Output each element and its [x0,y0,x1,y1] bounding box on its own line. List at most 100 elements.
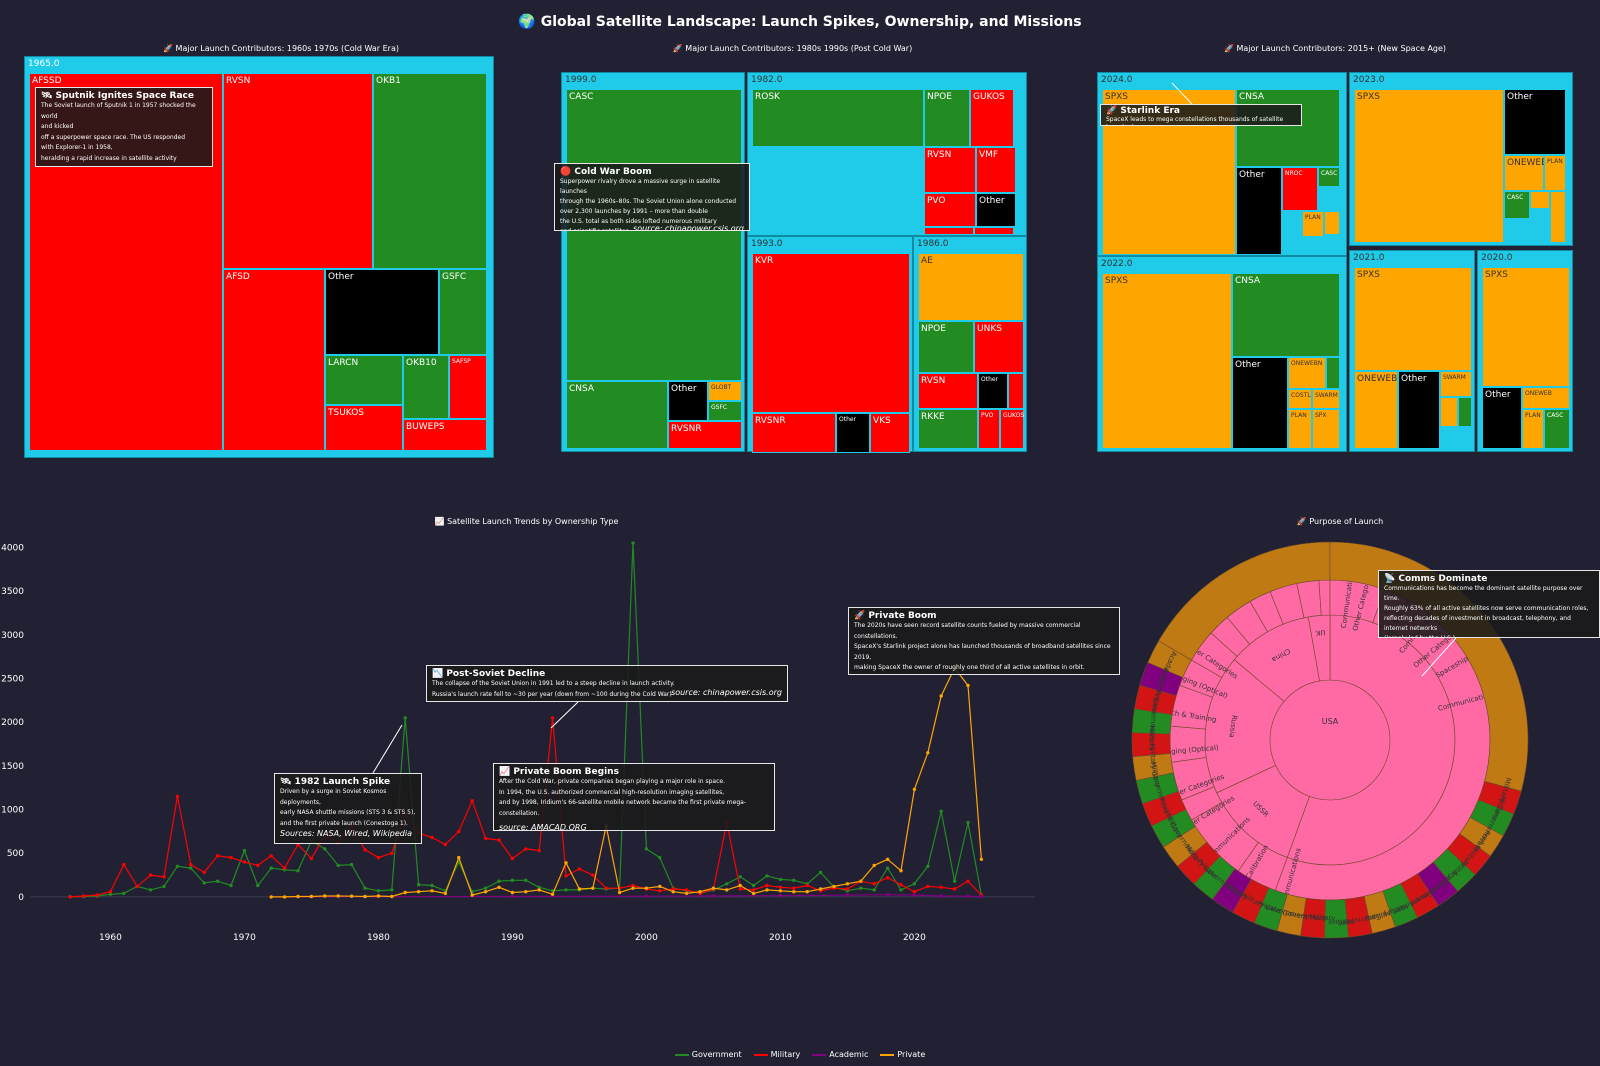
treemap-cell[interactable]: SPXS [1102,273,1232,449]
treemap-cell[interactable] [1440,397,1458,427]
treemap-cell[interactable] [924,227,974,235]
treemap-cell[interactable]: Other [836,413,870,453]
treemap-cell[interactable]: CASC [566,89,742,381]
treemap-cell[interactable]: PLAN [1302,211,1324,237]
treemap-cell[interactable] [1326,357,1340,389]
treemap-cell[interactable]: SPXS [1354,89,1504,243]
treemap-cell[interactable]: Other [978,373,1008,409]
treemap-cell[interactable]: CASC [1318,167,1340,187]
line-chart[interactable]: 0 500 1000 1500 2000 2500 3000 3500 4000 1960 1970… [0,530,1040,950]
treemap-cell[interactable]: CNSA [566,381,668,449]
treemap-cell[interactable]: CNSA [1232,273,1340,357]
legend-item[interactable]: Military [753,1050,800,1059]
treemap-cell[interactable]: CASC [1544,409,1570,449]
treemap-group[interactable]: 1993.0 KVR RVSNR Other VKS [747,236,913,453]
treemap-cell[interactable]: NROC [1282,167,1318,211]
treemap-cell[interactable]: TSUKOS [325,405,403,451]
treemap-cell[interactable] [1530,191,1550,209]
treemap-cell[interactable] [1008,373,1024,409]
treemap-group[interactable]: 1999.0 CASC CNSA Other GLOBT RVSNR GSFC [561,72,745,452]
treemap-1[interactable]: 1965.0 AFSSD RVSN OKB1 AFSD Other GSFC LARCN OKB… [24,56,494,458]
treemap-group[interactable]: 2024.0 SPXS CNSA Other NROC CASC PLAN [1097,72,1347,256]
sunburst-owner-slice[interactable] [1147,640,1192,678]
treemap-cell[interactable]: RVSN [918,373,978,409]
treemap-cell[interactable]: Other [1398,371,1440,449]
treemap-cell[interactable]: PLAN [1288,409,1312,449]
treemap-cell[interactable]: PLAN [1544,155,1566,191]
treemap-group[interactable]: 2021.0 SPXS ONEWEBNOther SWARM [1349,250,1475,452]
treemap-cell[interactable]: SPXS [1482,267,1570,387]
treemap-cell[interactable]: PVO [978,409,1000,449]
treemap-cell[interactable]: VKS [870,413,910,453]
treemap-cell[interactable]: GUKOS [1000,409,1024,449]
sunburst-center[interactable] [1270,680,1390,800]
treemap-cell[interactable]: ONEWEBN [1354,371,1398,449]
data-point [751,888,756,892]
treemap-cell[interactable]: VMF [976,147,1016,193]
treemap-cell[interactable]: RVSNR [752,413,836,453]
treemap-cell[interactable] [1324,211,1340,235]
treemap-cell[interactable]: GUKOS [970,89,1014,147]
treemap-cell[interactable]: CASC [1504,191,1530,219]
treemap-cell[interactable]: Other [1504,89,1566,155]
treemap-cell[interactable]: SPX [1312,409,1340,449]
treemap-cell[interactable]: NPOE [924,89,970,147]
treemap-cell[interactable] [1458,397,1472,427]
treemap-cell[interactable]: GSFC [439,269,487,355]
legend-item[interactable]: Government [674,1050,742,1059]
treemap-cell[interactable]: Other [668,381,708,421]
treemap-cell[interactable] [1550,191,1566,243]
treemap-cell[interactable]: GSFC [708,401,742,421]
treemap-cell[interactable]: ROSK [752,89,924,147]
treemap-cell[interactable]: Other [1482,387,1522,449]
treemap-cell[interactable]: OKB10 [403,355,449,419]
treemap-group[interactable]: 1986.0 AE NPOE UNKS RVSN Other RKKE PVO GUKOS [913,236,1027,452]
treemap-cell[interactable]: SPXS [1354,267,1472,371]
x-tick-label: 2010 [769,933,792,943]
treemap-cell[interactable]: Other [976,193,1016,227]
treemap-cell[interactable]: SAFSP [449,355,487,419]
treemap-group[interactable]: 2022.0 SPXS CNSA Other ONEWEBN COSTL SWARM PLAN… [1097,256,1347,452]
treemap-group[interactable]: 1965.0 AFSSD RVSN OKB1 AFSD Other GSFC LARCN OKB… [24,56,494,458]
treemap-cell[interactable]: UNKS [974,321,1024,373]
treemap-cell[interactable]: NPOE [918,321,974,373]
data-point [162,875,166,879]
treemap-cell[interactable]: RVSN [223,73,373,269]
treemap-cell[interactable]: RVSN [924,147,976,193]
treemap-cell[interactable]: PLAN [1522,409,1544,449]
treemap-cell[interactable]: PVO [924,193,976,227]
legend-item[interactable]: Academic [812,1050,868,1059]
treemap-cell[interactable]: ONEWEBN [1504,155,1544,191]
data-point [792,890,796,894]
treemap-group[interactable]: 1982.0 ROSK NPOE GUKOS RVSN VMF Other PVO [747,72,1027,236]
treemap-group[interactable]: 2023.0 SPXS Other ONEWEBNPLAN CASC [1349,72,1573,246]
treemap-cell[interactable]: BUWEPS [403,419,487,451]
treemap-cell-label: NPOE [921,324,946,334]
treemap-group[interactable]: 2020.0 SPXS Other ONEWEB PLAN CASC [1477,250,1573,452]
treemap-cell[interactable]: Other [1236,167,1282,255]
treemap-3[interactable]: 2024.0 SPXS CNSA Other NROC CASC PLAN 2023.0 SPX… [1097,72,1573,452]
treemap-cell[interactable] [974,227,1014,235]
treemap-cell[interactable]: SWARM [1440,371,1472,397]
sunburst-purpose-slice[interactable] [1169,725,1207,763]
treemap-cell[interactable]: ONEWEB [1522,387,1570,409]
treemap-cell[interactable]: RKKE [918,409,978,449]
treemap-cell[interactable]: Other [325,269,439,355]
treemap-2[interactable]: 1999.0 CASC CNSA Other GLOBT RVSNR GSFC 1982.0 R… [561,72,1027,453]
treemap-cell[interactable]: LARCN [325,355,403,405]
treemap-cell-label: BUWEPS [406,422,445,432]
treemap-cell[interactable]: AFSD [223,269,325,451]
treemap-cell[interactable]: RVSNR [668,421,742,449]
treemap-cell[interactable]: OKB1 [373,73,487,269]
legend-item[interactable]: Private [880,1050,925,1059]
treemap-cell[interactable]: COSTL [1288,389,1312,409]
treemap-cell[interactable]: CNSA [1236,89,1340,167]
treemap-cell[interactable]: AE [918,253,1024,321]
treemap-cell[interactable]: GLOBT [708,381,742,401]
annotation-private-boom: 🚀 Private Boom The 2020s have seen recor… [848,607,1120,675]
treemap-cell[interactable]: Other [1232,357,1288,449]
treemap-cell[interactable]: KVR [752,253,910,413]
treemap-cell[interactable]: SWARM [1312,389,1340,409]
treemap-cell[interactable]: ONEWEBN [1288,357,1326,389]
data-point [792,878,796,882]
